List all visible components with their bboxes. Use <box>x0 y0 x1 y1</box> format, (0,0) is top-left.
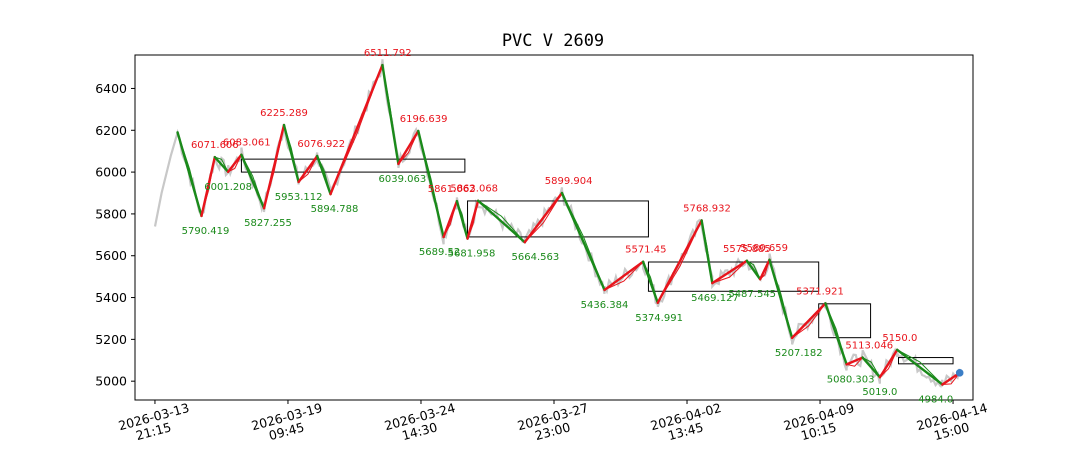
swing-inner-line <box>791 303 826 339</box>
pivot-label: 5469.127 <box>691 293 739 304</box>
zigzag-series <box>176 63 964 386</box>
y-tick-label: 5000 <box>95 374 127 389</box>
swing-line <box>700 219 714 285</box>
swing-line <box>297 154 319 184</box>
swing-line <box>895 348 944 386</box>
x-tick-label: 2026-04-0910:15 <box>782 400 860 447</box>
pivot-label: 5080.303 <box>827 374 875 385</box>
x-tick-label: 2026-04-1415:00 <box>915 400 993 447</box>
pivot-label: 6039.063 <box>379 174 427 185</box>
pivot-label: 5019.0 <box>862 387 897 398</box>
swing-line <box>417 129 445 239</box>
swing-line <box>226 153 243 174</box>
swing-line <box>262 123 286 210</box>
swing-line <box>213 155 230 174</box>
swing-line <box>711 259 749 285</box>
pivot-label: 5371.921 <box>796 286 844 297</box>
consolidation-box <box>467 200 649 238</box>
consolidation-box <box>818 303 872 339</box>
y-tick-label: 6200 <box>95 123 127 138</box>
swing-line <box>656 219 703 304</box>
swing-line <box>442 199 459 239</box>
swing-inner-line <box>942 372 961 386</box>
swing-inner-line <box>604 261 644 291</box>
swing-line <box>200 155 217 218</box>
pivot-label: 5664.563 <box>512 252 560 263</box>
x-tick-label: 2026-04-0213:45 <box>649 400 727 447</box>
swing-inner-line <box>896 349 943 385</box>
last-price-marker <box>955 369 964 377</box>
pivot-label: 5580.659 <box>740 243 788 254</box>
pivot-label: 5827.255 <box>244 218 292 229</box>
swing-line <box>381 63 400 166</box>
swing-line <box>758 258 771 281</box>
pivot-label: 5374.991 <box>635 313 683 324</box>
y-tick-label: 6000 <box>95 165 127 180</box>
consolidation-boxes <box>240 158 954 365</box>
axes: 5000 5200 5400 5600 5800 6000 6200 6400 2026-03-… <box>95 81 993 447</box>
pivot-label: 5790.419 <box>182 226 230 237</box>
swing-line <box>790 302 827 340</box>
swing-line <box>240 153 266 210</box>
swing-line <box>476 199 526 244</box>
pivot-label: 5768.932 <box>683 203 731 214</box>
y-tick-label: 6400 <box>95 81 127 96</box>
pivot-label: 6225.289 <box>260 108 308 119</box>
swing-line <box>603 260 645 292</box>
x-tick-label: 2026-03-1909:45 <box>250 400 328 447</box>
swing-line <box>861 356 882 379</box>
pivot-labels: 6071.606 6001.208 6083.061 6225.289 5790.419… <box>182 48 954 405</box>
pivot-label: 6076.922 <box>297 139 345 150</box>
pivot-label: 5689.52 <box>419 247 460 258</box>
pivot-label: 5894.788 <box>311 204 359 215</box>
swing-line <box>455 199 469 240</box>
pivot-label: 5953.112 <box>275 192 323 203</box>
swing-line <box>316 154 332 196</box>
pivot-label: 5861.062 <box>428 184 476 195</box>
x-tick-label: 2026-03-2414:30 <box>383 400 461 447</box>
pivot-label: 6511.792 <box>364 48 412 59</box>
swing-line <box>641 260 659 304</box>
chart-title: PVC V 2609 <box>502 31 604 51</box>
pivot-label: 5207.182 <box>775 348 823 359</box>
pivot-label: 4984.0 <box>918 395 953 406</box>
y-tick-label: 5600 <box>95 248 127 263</box>
swing-line <box>466 199 480 240</box>
pivot-label: 5899.904 <box>545 176 593 187</box>
pivot-label: 6001.208 <box>204 182 252 193</box>
swing-line <box>523 191 564 244</box>
pivot-label: 5150.0 <box>882 333 917 344</box>
y-tick-label: 5400 <box>95 290 127 305</box>
swing-line <box>176 131 203 218</box>
pivot-label: 5575.885 <box>723 244 771 255</box>
pivot-label: 5113.046 <box>845 341 893 352</box>
swing-line <box>329 63 384 196</box>
pivot-label: 5436.384 <box>581 300 629 311</box>
swing-line <box>768 258 794 340</box>
pivot-label: 6083.061 <box>223 138 271 149</box>
swing-line <box>878 348 899 379</box>
y-tick-label: 5800 <box>95 206 127 221</box>
swing-line <box>282 123 300 184</box>
swing-line <box>845 356 864 366</box>
pivot-label: 5487.545 <box>728 289 776 300</box>
swing-line <box>745 259 762 281</box>
x-tick-label: 2026-03-1321:15 <box>117 400 195 447</box>
swing-inner-line <box>477 200 526 243</box>
pivot-label: 6071.606 <box>191 140 239 151</box>
swing-line <box>397 129 420 166</box>
swing-line <box>560 191 606 292</box>
pivot-label: 5863.068 <box>450 184 498 195</box>
pivot-label: 5571.45 <box>625 245 666 256</box>
consolidation-box <box>898 357 954 365</box>
x-tick-label: 2026-03-2723:00 <box>516 400 594 447</box>
y-tick-label: 5200 <box>95 332 127 347</box>
pivot-label: 5681.958 <box>448 249 496 260</box>
consolidation-box <box>240 158 466 173</box>
swing-inner-line <box>846 357 863 367</box>
swing-inner-line <box>712 260 748 284</box>
swing-line <box>824 302 848 366</box>
pivot-label: 6196.639 <box>400 114 448 125</box>
